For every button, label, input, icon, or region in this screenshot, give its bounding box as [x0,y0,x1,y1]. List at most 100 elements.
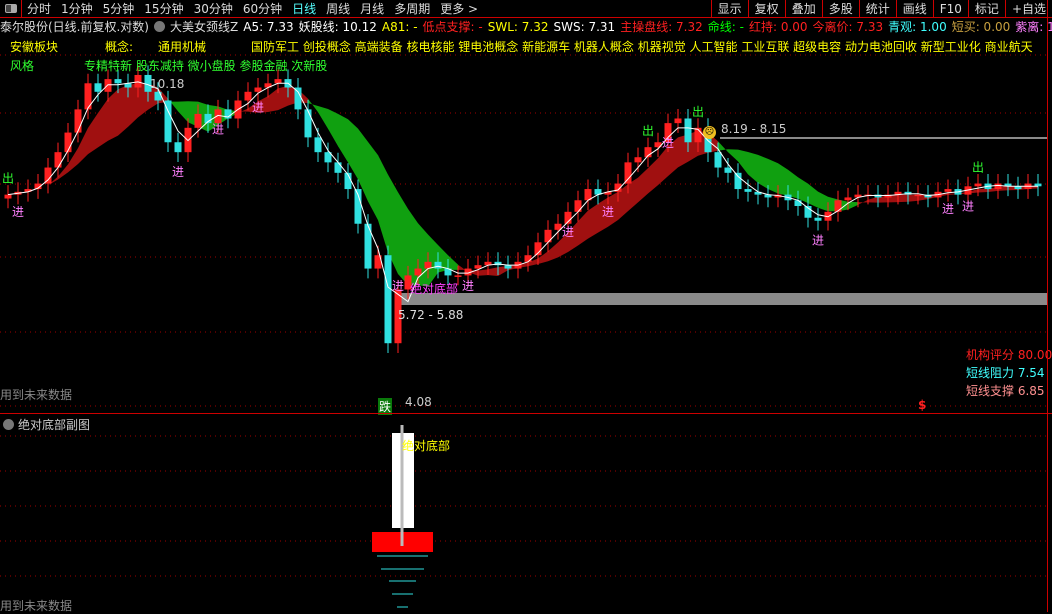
indicator-info-bar: 泰尔股份(日线.前复权.对数) 大美女颈线Z A5: 7.33 妖股线: 10.12 A… [0,19,1052,36]
candle-body [74,109,82,133]
trend-band-segment [448,255,458,270]
candle-body [44,167,52,184]
trend-band-segment [628,177,638,212]
indicator-value: 紫离: 1.00 [1015,20,1052,34]
toolbar-button-1[interactable]: 复权 [747,0,785,18]
candle-body [574,200,582,212]
toolbar-button-4[interactable]: 统计 [858,0,896,18]
right-stat: 短线阻力 7.54 [966,364,1045,381]
tab-period-0[interactable]: 分时 [27,1,52,16]
candle-body [644,147,652,158]
candle-body [244,91,252,101]
sub-chart [0,425,1047,608]
trend-band-segment [898,194,908,203]
right-stat: 机构评分 80.00 [966,346,1052,363]
trend-band-segment [568,221,578,252]
candle-body [584,189,592,201]
trend-band-segment [378,155,388,253]
candle-body [414,268,422,276]
candle-body [764,194,772,198]
trend-band-segment [578,210,588,246]
candle-body [394,289,402,344]
toolbar-button-5[interactable]: 画线 [895,0,933,18]
period-tabs: 分时 1分钟 5分钟 15分钟 30分钟 60分钟 日线 周线 月线 多周期 更多 > [22,0,483,18]
trend-band-segment [398,192,408,286]
right-axis-border [1047,0,1048,612]
trend-band-segment [648,158,658,194]
s-marker: $ [918,398,927,412]
candle-body [404,275,412,290]
trend-band-segment [978,188,988,193]
chevron-down-icon[interactable] [3,419,14,430]
candle-body [114,79,122,84]
trend-band-segment [478,269,488,276]
signal-buy: 进 [662,136,674,150]
trend-band-segment [98,98,108,148]
ma-line [7,81,1038,303]
candle-body [624,162,632,184]
toolbar-button-0[interactable]: 显示 [710,0,748,18]
trend-band-segment [58,164,68,180]
candle-body [424,261,432,269]
tab-period-4[interactable]: 30分钟 [193,1,233,16]
candle-body [224,109,232,119]
candle-body [914,194,922,197]
signal-sell: 出 [692,105,704,119]
absolute-bottom-tag: 绝对底部 [410,282,459,296]
resistance-zone-label: 8.19 - 8.15 [721,122,787,136]
trend-band-segment [818,191,828,212]
tab-period-5[interactable]: 60分钟 [242,1,283,16]
sad-face-icon: ☹ [703,126,716,139]
tab-period-9[interactable]: 多周期 [394,1,431,16]
high-price-label: 10.18 [150,77,185,91]
indicator-name[interactable]: 大美女颈线Z [170,20,239,34]
toolbar-right-buttons: 显示 复权 叠加 多股 统计 画线 F10 标记 +自选 [710,0,1052,18]
candle-body [354,189,362,224]
candle-body [594,189,602,195]
candle-body [304,109,312,138]
candle-body [254,87,262,92]
chevron-down-icon[interactable] [154,21,165,32]
trend-band-segment [668,137,678,177]
toolbar-button-6[interactable]: F10 [932,0,968,18]
candle-body [1004,183,1012,187]
candle-body [314,137,322,153]
candle-body [194,113,202,128]
candle-body [744,189,752,192]
tab-period-10[interactable]: 更多 > [440,1,479,16]
toolbar-button-8[interactable]: +自选 [1004,0,1052,18]
signal-buy: 进 [172,165,184,179]
trend-band-segment [328,109,338,147]
candle-body [814,217,822,221]
sub-chart-header: 绝对底部副图 [3,416,90,433]
low-price-label: 4.08 [405,395,432,409]
stat-label: 短线支撑 [966,384,1015,398]
trend-band-segment [658,146,668,186]
tab-period-2[interactable]: 5分钟 [102,1,135,16]
candle-body [794,200,802,207]
stat-value: 80.00 [1017,348,1052,362]
trend-band-segment [678,134,688,168]
toolbar-button-2[interactable]: 叠加 [784,0,822,18]
period-toolbar: 分时 1分钟 5分钟 15分钟 30分钟 60分钟 日线 周线 月线 多周期 更多 > 显示 复权 叠加… [0,0,1052,18]
signal-buy: 进 [812,234,824,248]
indicator-value: 主操盘线: 7.32 [620,20,703,34]
trend-band-segment [878,195,888,203]
trend-band-segment [798,177,808,204]
tab-period-3[interactable]: 15分钟 [144,1,184,16]
tab-period-1[interactable]: 1分钟 [61,1,93,16]
candle-body [154,91,162,101]
pane-divider[interactable] [0,413,1052,414]
trend-band-segment [358,128,368,202]
toolbar-button-3[interactable]: 多股 [821,0,859,18]
drop-badge: 跌 [378,398,393,415]
panel-toggle-button[interactable] [0,0,22,18]
candle-body [444,268,452,276]
tab-period-7[interactable]: 周线 [326,1,351,16]
trend-band-segment [138,83,148,118]
tab-period-6[interactable]: 日线 [292,1,317,16]
candle-body [564,211,572,224]
toolbar-button-7[interactable]: 标记 [967,0,1005,18]
tab-period-8[interactable]: 月线 [360,1,385,16]
